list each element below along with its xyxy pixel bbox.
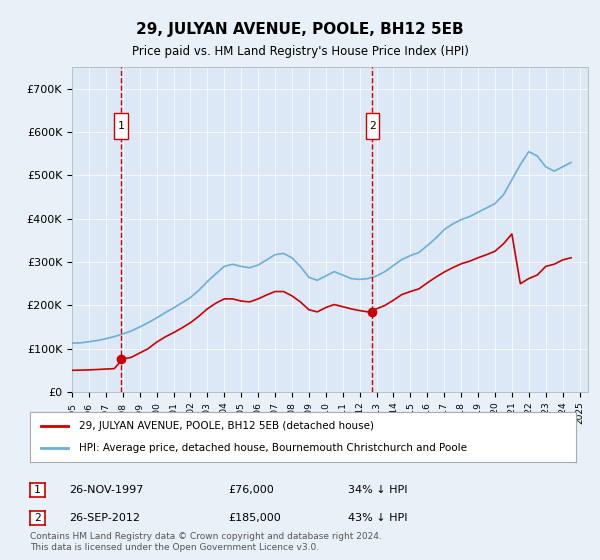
Text: 34% ↓ HPI: 34% ↓ HPI xyxy=(348,485,407,495)
FancyBboxPatch shape xyxy=(365,113,379,139)
Text: 2: 2 xyxy=(369,120,376,130)
Text: 29, JULYAN AVENUE, POOLE, BH12 5EB (detached house): 29, JULYAN AVENUE, POOLE, BH12 5EB (deta… xyxy=(79,421,374,431)
Text: Contains HM Land Registry data © Crown copyright and database right 2024.
This d: Contains HM Land Registry data © Crown c… xyxy=(30,532,382,552)
Text: 1: 1 xyxy=(34,485,41,494)
Text: 43% ↓ HPI: 43% ↓ HPI xyxy=(348,513,407,523)
Text: 29, JULYAN AVENUE, POOLE, BH12 5EB: 29, JULYAN AVENUE, POOLE, BH12 5EB xyxy=(136,22,464,38)
Text: £76,000: £76,000 xyxy=(228,485,274,495)
Text: 1: 1 xyxy=(118,120,124,130)
FancyBboxPatch shape xyxy=(114,113,128,139)
Text: HPI: Average price, detached house, Bournemouth Christchurch and Poole: HPI: Average price, detached house, Bour… xyxy=(79,443,467,453)
Text: £185,000: £185,000 xyxy=(228,513,281,523)
Text: 2: 2 xyxy=(34,513,41,522)
Text: 26-NOV-1997: 26-NOV-1997 xyxy=(69,485,143,495)
Text: Price paid vs. HM Land Registry's House Price Index (HPI): Price paid vs. HM Land Registry's House … xyxy=(131,45,469,58)
Text: 26-SEP-2012: 26-SEP-2012 xyxy=(69,513,140,523)
